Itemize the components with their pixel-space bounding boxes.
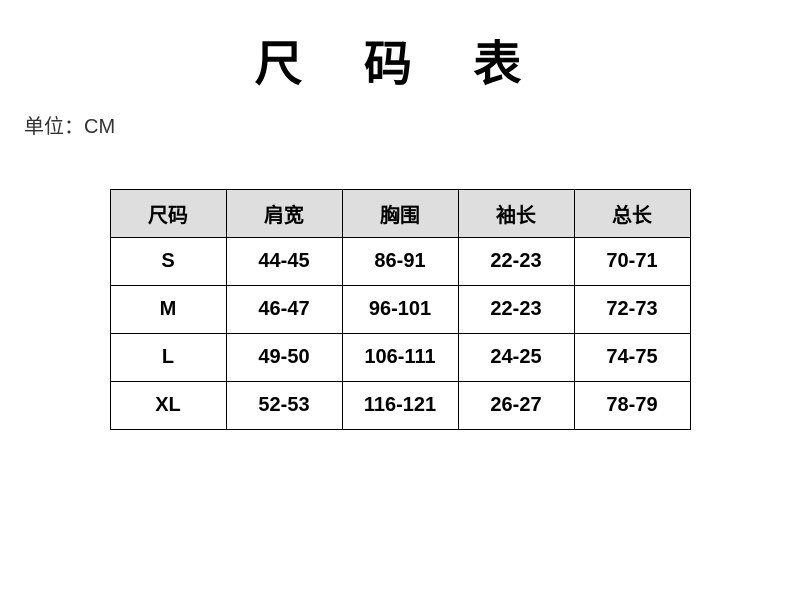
cell: 70-71	[574, 238, 690, 286]
col-header: 胸围	[342, 190, 458, 238]
cell: 74-75	[574, 334, 690, 382]
size-table-wrap: 尺码 肩宽 胸围 袖长 总长 S 44-45 86-91 22-23 70-71…	[0, 189, 800, 430]
cell: 86-91	[342, 238, 458, 286]
cell-size: M	[110, 286, 226, 334]
cell-size: L	[110, 334, 226, 382]
cell: 52-53	[226, 382, 342, 430]
table-row: XL 52-53 116-121 26-27 78-79	[110, 382, 690, 430]
cell: 116-121	[342, 382, 458, 430]
cell-size: S	[110, 238, 226, 286]
col-header: 总长	[574, 190, 690, 238]
col-header: 尺码	[110, 190, 226, 238]
cell: 46-47	[226, 286, 342, 334]
cell: 22-23	[458, 238, 574, 286]
page-title: 尺 码 表	[0, 0, 800, 110]
unit-label: 单位：CM	[0, 110, 800, 139]
cell: 72-73	[574, 286, 690, 334]
table-header-row: 尺码 肩宽 胸围 袖长 总长	[110, 190, 690, 238]
cell: 78-79	[574, 382, 690, 430]
cell-size: XL	[110, 382, 226, 430]
table-row: S 44-45 86-91 22-23 70-71	[110, 238, 690, 286]
size-table: 尺码 肩宽 胸围 袖长 总长 S 44-45 86-91 22-23 70-71…	[110, 189, 691, 430]
cell: 22-23	[458, 286, 574, 334]
table-row: M 46-47 96-101 22-23 72-73	[110, 286, 690, 334]
table-row: L 49-50 106-111 24-25 74-75	[110, 334, 690, 382]
cell: 24-25	[458, 334, 574, 382]
cell: 49-50	[226, 334, 342, 382]
col-header: 肩宽	[226, 190, 342, 238]
col-header: 袖长	[458, 190, 574, 238]
cell: 96-101	[342, 286, 458, 334]
cell: 26-27	[458, 382, 574, 430]
cell: 106-111	[342, 334, 458, 382]
cell: 44-45	[226, 238, 342, 286]
